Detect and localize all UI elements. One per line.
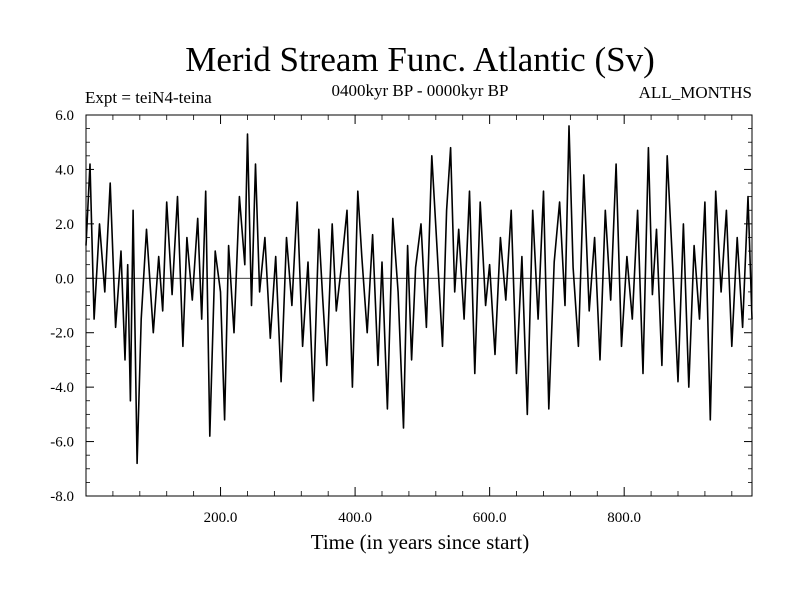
chart-title: Merid Stream Func. Atlantic (Sv) [185,40,655,79]
plot-frame [85,114,753,497]
x-tick-label: 400.0 [338,510,372,526]
x-axis: 200.0 400.0 600.0 800.0 [112,115,733,526]
x-axis-label: Time (in years since start) [311,530,530,554]
y-tick-label: 0.0 [55,271,74,287]
y-tick-label: 2.0 [55,217,74,233]
season-label: ALL_MONTHS [639,83,752,102]
series-line [85,125,753,465]
y-tick-label: 4.0 [55,162,74,178]
experiment-label: Expt = teiN4-teina [85,88,212,107]
y-tick-label: -6.0 [50,435,74,451]
x-tick-label: 800.0 [607,510,641,526]
x-tick-label: 200.0 [204,510,238,526]
y-tick-label: 6.0 [55,108,74,124]
y-axis: -8.0 -6.0 -4.0 -2.0 0.0 2.0 4.0 6.0 [50,108,752,505]
x-tick-label: 600.0 [473,510,507,526]
y-tick-label: -8.0 [50,489,74,505]
plot-area [85,114,753,497]
y-tick-label: -2.0 [50,326,74,342]
y-tick-label: -4.0 [50,380,74,396]
chart-subtitle: 0400kyr BP - 0000kyr BP [332,81,509,100]
